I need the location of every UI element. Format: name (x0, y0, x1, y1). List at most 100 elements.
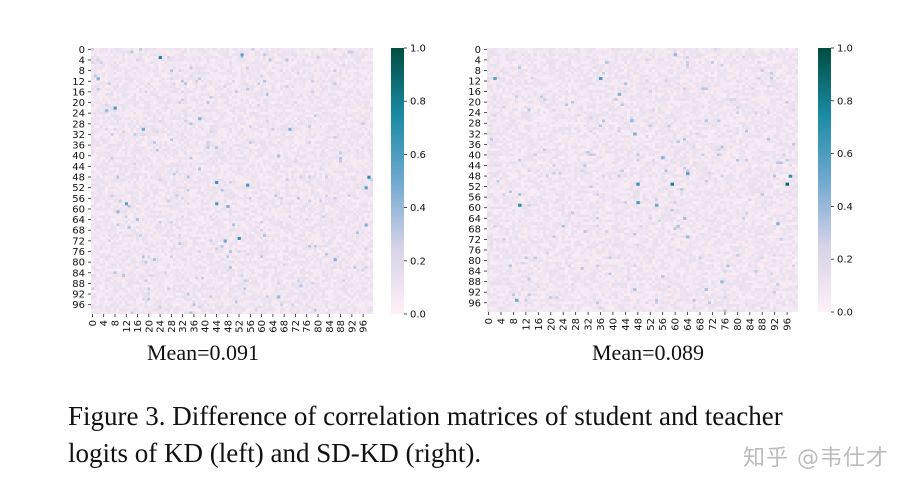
x-tick-label: 88 (336, 320, 347, 333)
highlight-cell (364, 223, 368, 227)
x-tick-label: 36 (596, 318, 607, 331)
y-tick-label: 32 (468, 129, 481, 140)
y-tick-label: 0 (79, 45, 85, 56)
highlight-cell (661, 156, 665, 160)
colorbar-tick-label: 0.8 (410, 97, 426, 108)
x-tick-label: 16 (133, 320, 144, 333)
highlight-cell (367, 175, 371, 179)
y-tick-label: 8 (79, 66, 85, 77)
highlight-cell (617, 92, 622, 96)
colorbar-tick-label: 0.6 (410, 150, 426, 161)
y-tick-label: 64 (468, 214, 481, 225)
x-tick-label: 0 (484, 318, 495, 324)
x-tick-label: 72 (708, 318, 719, 331)
highlight-cell (630, 119, 634, 123)
highlight-cell (673, 53, 678, 57)
y-tick-label: 56 (72, 194, 85, 205)
colorbar-tick-label: 0.2 (837, 255, 853, 266)
highlight-cell (364, 186, 368, 190)
highlight-cell (215, 202, 219, 206)
x-tick-label: 84 (745, 318, 756, 331)
heatmap-cells (91, 48, 373, 314)
y-tick-label: 28 (72, 119, 85, 130)
highlight-cell (246, 183, 250, 187)
x-tick-label: 48 (633, 318, 644, 331)
highlight-cell (288, 127, 292, 131)
y-tick-label: 92 (468, 288, 481, 299)
y-tick-label: 60 (72, 204, 85, 215)
x-tick-label: 8 (110, 320, 121, 326)
y-tick-label: 84 (72, 268, 85, 279)
highlight-cell (277, 295, 281, 299)
colorbar-tick-label: 0.0 (837, 308, 853, 319)
highlight-cell (670, 182, 674, 186)
x-tick-label: 4 (99, 320, 110, 326)
x-tick-label: 32 (178, 320, 189, 333)
y-tick-label: 40 (468, 150, 481, 161)
caption-line-2: logits of KD (left) and SD-KD (right). (68, 438, 482, 468)
colorbar-tick-label: 0.4 (410, 203, 426, 214)
heatmap-right: 0481216202428323640444852566064687276808… (468, 44, 853, 331)
x-tick-label: 12 (122, 320, 133, 333)
highlight-cell (633, 132, 637, 136)
y-tick-label: 52 (72, 183, 85, 194)
colorbar-tick-label: 1.0 (837, 44, 853, 55)
y-tick-label: 72 (468, 235, 481, 246)
y-tick-label: 76 (468, 245, 481, 256)
y-tick-label: 12 (468, 77, 481, 88)
highlight-cell (141, 127, 145, 131)
y-tick-label: 96 (72, 300, 85, 311)
x-tick-label: 72 (291, 320, 302, 333)
y-tick-label: 36 (468, 140, 481, 151)
highlight-cell (223, 239, 227, 243)
colorbar-tick-label: 1.0 (410, 44, 426, 55)
x-tick-label: 4 (496, 318, 507, 324)
x-tick-label: 64 (268, 320, 279, 333)
highlight-cell (686, 172, 690, 176)
heatmap-cells (487, 48, 798, 312)
y-tick-label: 32 (72, 130, 85, 141)
highlight-cell (776, 222, 780, 226)
highlight-cell (124, 202, 129, 206)
highlight-cell (514, 298, 519, 302)
x-tick-label: 40 (608, 318, 619, 331)
x-tick-label: 92 (770, 318, 781, 331)
x-tick-label: 96 (783, 318, 794, 331)
x-tick-label: 44 (621, 318, 632, 331)
x-tick-label: 8 (509, 318, 520, 324)
mean-label-left: Mean=0.091 (147, 340, 259, 365)
highlight-cell (277, 154, 281, 158)
colorbar-tick-label: 0.8 (837, 96, 853, 107)
highlight-cell (333, 258, 337, 262)
highlight-cell (654, 203, 659, 207)
y-tick-label: 88 (468, 277, 481, 288)
colorbar (391, 48, 404, 314)
highlight-cell (105, 109, 109, 113)
y-tick-label: 24 (468, 108, 481, 119)
highlight-cell (116, 210, 120, 214)
x-tick-label: 80 (314, 320, 325, 333)
x-tick-label: 88 (758, 318, 769, 331)
y-tick-label: 68 (468, 224, 481, 235)
x-tick-label: 20 (546, 318, 557, 331)
y-tick-label: 16 (72, 87, 85, 98)
y-tick-label: 44 (468, 161, 481, 172)
y-tick-label: 92 (72, 290, 85, 301)
highlight-cell (237, 236, 241, 240)
highlight-cell (240, 53, 244, 57)
y-tick-label: 68 (72, 226, 85, 237)
y-tick-label: 76 (72, 247, 85, 258)
y-tick-label: 44 (72, 162, 85, 173)
y-tick-label: 64 (72, 215, 85, 226)
highlight-cell (113, 106, 117, 110)
x-tick-label: 80 (733, 318, 744, 331)
highlight-cell (518, 203, 522, 207)
figure-caption: Figure 3. Difference of correlation matr… (68, 398, 888, 472)
x-tick-label: 24 (559, 318, 570, 331)
y-tick-label: 0 (475, 45, 481, 56)
x-tick-label: 48 (223, 320, 234, 333)
highlight-cell (720, 280, 724, 284)
highlight-cell (215, 181, 219, 185)
x-tick-label: 28 (167, 320, 178, 333)
